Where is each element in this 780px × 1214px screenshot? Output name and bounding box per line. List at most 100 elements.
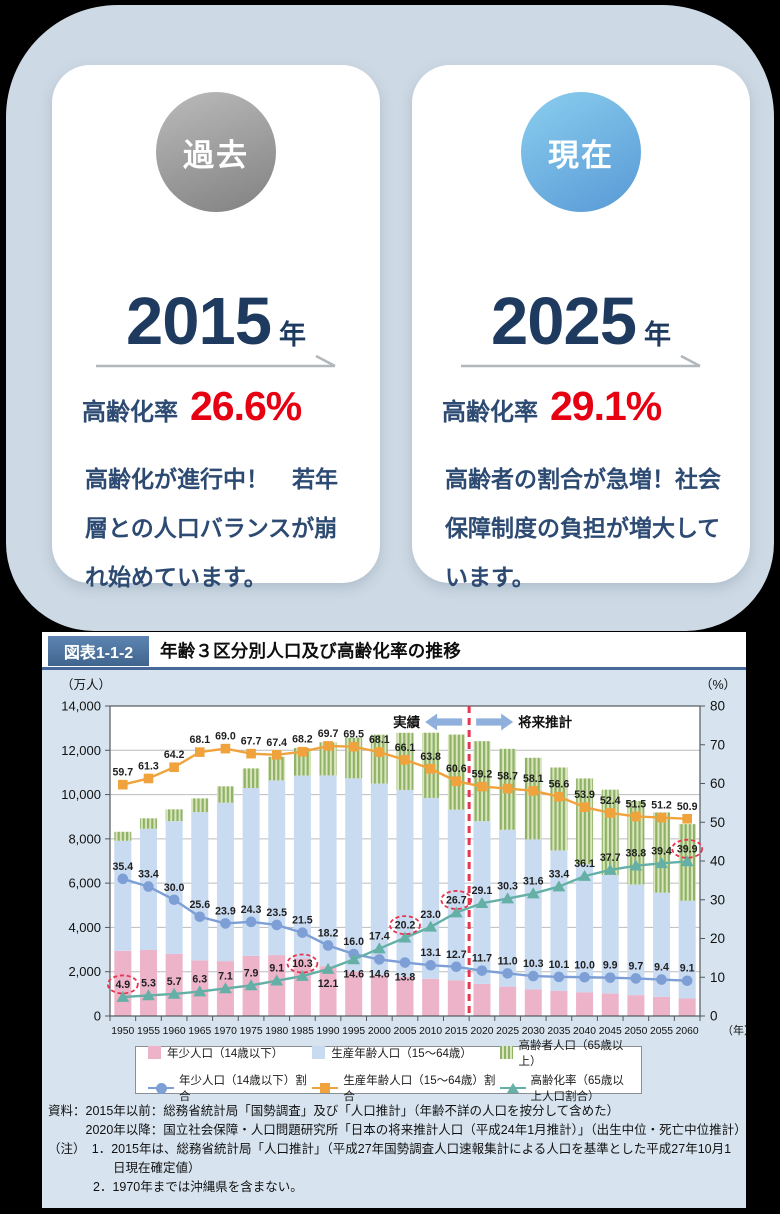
svg-text:23.9: 23.9	[215, 905, 236, 917]
svg-text:2035: 2035	[547, 1026, 570, 1037]
svg-text:64.2: 64.2	[164, 749, 185, 761]
chart-legend: 年少人口（14歳以下） 生産年齢人口（15～64歳） 高齢者人口（65歳以上） …	[135, 1040, 642, 1103]
svg-text:69.5: 69.5	[343, 729, 364, 741]
svg-text:実績: 実績	[393, 714, 420, 730]
past-badge-label: 過去	[183, 137, 249, 173]
svg-text:1965: 1965	[188, 1026, 211, 1037]
past-rate-label: 高齢化率	[82, 399, 178, 426]
svg-text:9.4: 9.4	[654, 962, 669, 974]
svg-text:61.3: 61.3	[138, 760, 159, 772]
svg-text:14.6: 14.6	[369, 968, 390, 980]
legend-item: 年少人口（14歳以下）割合	[148, 1072, 312, 1104]
svg-text:12.7: 12.7	[446, 949, 467, 961]
past-rate-row: 高齢化率 26.6%	[82, 383, 360, 430]
svg-text:2000: 2000	[368, 1026, 391, 1037]
svg-text:10.1: 10.1	[549, 959, 570, 971]
svg-text:6.3: 6.3	[192, 974, 207, 986]
svg-text:10.3: 10.3	[523, 958, 544, 970]
line-series-1	[118, 741, 692, 824]
chart-header: 図表1-1-2 年齢３区分別人口及び高齢化率の推移	[42, 632, 746, 670]
svg-text:52.4: 52.4	[600, 795, 621, 807]
svg-text:8,000: 8,000	[68, 831, 101, 846]
legend-item: 生産年齢人口（15～64歳）割合	[312, 1072, 499, 1104]
svg-text:30: 30	[710, 892, 725, 907]
svg-text:9.7: 9.7	[629, 960, 644, 972]
present-card: 現在 2025 年 高齢化率 29.1% 高齢者の割合が急増！社会保障制度の負担…	[412, 65, 750, 590]
svg-text:63.8: 63.8	[420, 751, 441, 763]
svg-text:29.1: 29.1	[472, 885, 493, 897]
svg-text:51.5: 51.5	[626, 798, 647, 810]
present-badge: 現在	[521, 92, 641, 212]
past-year-row: 2015 年	[52, 283, 380, 360]
svg-text:10.3: 10.3	[292, 958, 313, 970]
svg-text:70: 70	[710, 737, 725, 752]
svg-text:60: 60	[710, 776, 725, 791]
present-year: 2025	[490, 284, 637, 359]
legend-item: 年少人口（14歳以下）	[148, 1045, 312, 1061]
axis-labels: 0 2,000 4,000 6,000 8,000 10,000 12,000 14,000 0…	[61, 678, 746, 1037]
svg-text:将来推計: 将来推計	[518, 714, 572, 730]
legend-label: 年少人口（14歳以下）	[167, 1047, 284, 1060]
legend-row-lines: 年少人口（14歳以下）割合 生産年齢人口（15～64歳）割合 高齢化率（65歳以…	[148, 1072, 629, 1104]
svg-text:2020: 2020	[470, 1026, 493, 1037]
svg-text:17.4: 17.4	[369, 931, 390, 943]
legend-label: 高齢者人口（65歳以上）	[518, 1039, 624, 1068]
svg-text:23.0: 23.0	[420, 909, 441, 921]
past-year-suffix: 年	[279, 320, 307, 350]
svg-text:80: 80	[710, 699, 725, 714]
hero-section: 過去 2015 年 高齢化率 26.6% 高齢化が進行中！ 若年層との人口バラン…	[6, 5, 774, 631]
svg-text:2030: 2030	[522, 1026, 545, 1037]
legend-label: 年少人口（14歳以下）割合	[179, 1074, 307, 1103]
svg-text:13.8: 13.8	[395, 972, 416, 984]
svg-text:2005: 2005	[394, 1026, 417, 1037]
young-population-swatch	[148, 1046, 161, 1059]
svg-text:2010: 2010	[419, 1026, 442, 1037]
svg-text:33.4: 33.4	[138, 869, 159, 881]
svg-text:5.7: 5.7	[167, 976, 182, 988]
svg-text:2025: 2025	[496, 1026, 519, 1037]
svg-text:33.4: 33.4	[549, 869, 570, 881]
svg-text:9.1: 9.1	[269, 963, 284, 975]
svg-text:59.2: 59.2	[472, 769, 493, 781]
svg-text:11.0: 11.0	[498, 955, 518, 967]
svg-text:（%）: （%）	[700, 678, 736, 692]
svg-text:67.4: 67.4	[266, 737, 287, 749]
svg-text:40: 40	[710, 854, 725, 869]
svg-text:69.7: 69.7	[318, 728, 339, 740]
past-rate-value: 26.6%	[190, 383, 302, 429]
legend-item: 生産年齢人口（15～64歳）	[312, 1045, 499, 1061]
svg-text:4.9: 4.9	[115, 979, 130, 991]
svg-text:2,000: 2,000	[68, 964, 101, 979]
present-year-suffix: 年	[644, 320, 672, 350]
svg-text:39.4: 39.4	[651, 845, 672, 857]
svg-text:1970: 1970	[214, 1026, 237, 1037]
past-description: 高齢化が進行中！ 若年層との人口バランスが崩れ始めています。	[85, 466, 338, 590]
line-series-0	[117, 873, 693, 987]
svg-text:1985: 1985	[291, 1026, 314, 1037]
svg-text:37.7: 37.7	[600, 852, 621, 864]
present-description: 高齢者の割合が急増！社会保障制度の負担が増大しています。	[445, 466, 721, 590]
svg-text:7.9: 7.9	[244, 967, 259, 979]
svg-text:0: 0	[94, 1009, 101, 1024]
svg-text:6,000: 6,000	[68, 876, 101, 891]
present-rate-row: 高齢化率 29.1%	[442, 383, 730, 430]
present-rate-label: 高齢化率	[442, 399, 538, 426]
svg-text:68.1: 68.1	[189, 734, 210, 746]
value-labels: 35.4 33.4 30.0 25.6 23.9 24.3 23.5 21.5 18.2 16.0…	[106, 728, 704, 995]
svg-text:2045: 2045	[599, 1026, 622, 1037]
svg-text:1990: 1990	[317, 1026, 340, 1037]
line-series-2	[116, 855, 694, 1002]
arrow-divider	[461, 354, 701, 368]
arrow-divider	[96, 354, 336, 368]
svg-text:（年）: （年）	[722, 1023, 746, 1037]
svg-text:1975: 1975	[240, 1026, 263, 1037]
svg-text:1960: 1960	[163, 1026, 186, 1037]
svg-text:2015: 2015	[445, 1026, 468, 1037]
svg-text:56.6: 56.6	[549, 779, 570, 791]
svg-text:36.1: 36.1	[574, 858, 595, 870]
svg-text:2040: 2040	[573, 1026, 596, 1037]
svg-text:50.9: 50.9	[677, 801, 698, 813]
svg-text:39.9: 39.9	[677, 843, 698, 855]
svg-text:9.9: 9.9	[603, 960, 618, 972]
